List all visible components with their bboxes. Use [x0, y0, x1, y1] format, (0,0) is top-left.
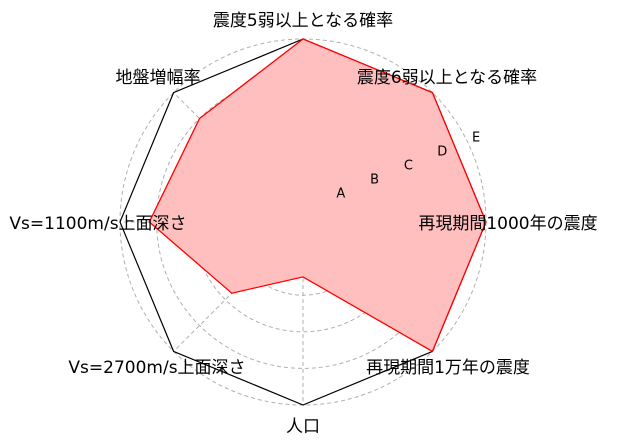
axis-label-6: Vs=1100m/s上面深さ — [9, 214, 186, 234]
ring-label-B: B — [370, 172, 379, 187]
axis-label-4: 人口 — [286, 417, 320, 437]
axis-label-3: 再現期間1万年の震度 — [366, 358, 530, 378]
axis-label-1: 震度6弱以上となる確率 — [357, 68, 537, 88]
label-layer: A B C D E 震度5弱以上となる確率震度6弱以上となる確率再現期間1000年の震度再… — [9, 11, 597, 437]
axis-label-5: Vs=2700m/s上面深さ — [68, 358, 245, 378]
data-layer — [148, 38, 487, 353]
axis-label-7: 地盤増幅率 — [116, 68, 201, 88]
ring-label-D: D — [437, 144, 447, 159]
ring-label-C: C — [404, 158, 413, 173]
axis-label-2: 再現期間1000年の震度 — [418, 214, 597, 234]
axis-label-0: 震度5弱以上となる確率 — [213, 11, 393, 31]
ring-label-A: A — [336, 186, 345, 201]
ring-label-E: E — [472, 130, 480, 145]
